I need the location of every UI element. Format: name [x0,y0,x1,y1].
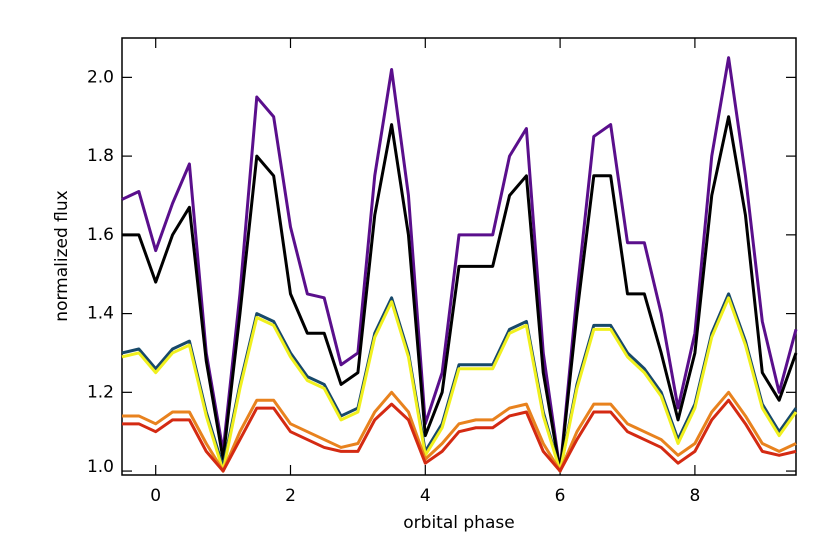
y-axis-title: normalized flux [52,190,72,321]
x-tick-label: 4 [420,486,431,506]
y-tick-label: 1.8 [87,146,114,166]
x-tick-label: 0 [150,486,161,506]
y-tick-label: 1.6 [87,225,114,245]
series-line [122,390,797,473]
x-axis-title: orbital phase [403,513,514,533]
series-line [121,296,798,473]
y-tick-label: 2.0 [87,67,114,87]
y-tick-label: 1.2 [87,382,114,402]
plot-frame [121,37,797,476]
series-line [122,115,798,473]
y-tick-label: 1.4 [87,304,114,324]
series-line [122,398,797,473]
x-tick-label: 6 [555,486,566,506]
x-tick-label: 8 [689,486,700,506]
series-line [121,56,798,473]
x-tick-label: 2 [285,486,296,506]
y-tick-label: 1.0 [87,457,114,477]
